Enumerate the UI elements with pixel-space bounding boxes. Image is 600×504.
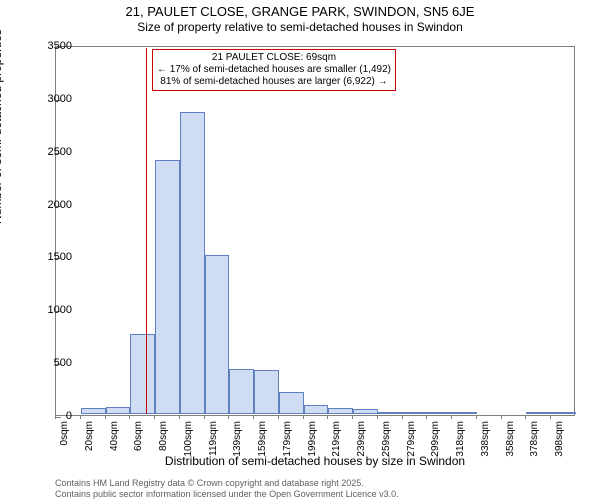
callout-line-2: ← 17% of semi-detached houses are smalle…	[157, 64, 391, 76]
histogram-bar	[229, 369, 254, 414]
histogram-bar	[304, 405, 329, 414]
footer-line-2: Contains public sector information licen…	[55, 489, 399, 500]
y-tick-label: 1000	[32, 304, 72, 316]
callout-box: 21 PAULET CLOSE: 69sqm← 17% of semi-deta…	[152, 49, 396, 91]
y-tick-label: 2500	[32, 146, 72, 158]
histogram-bar	[254, 370, 279, 414]
footer-text: Contains HM Land Registry data © Crown c…	[55, 478, 399, 500]
histogram-bar	[180, 112, 205, 414]
y-tick-label: 0	[32, 410, 72, 422]
y-tick-label: 2000	[32, 199, 72, 211]
chart-container: 21, PAULET CLOSE, GRANGE PARK, SWINDON, …	[0, 4, 600, 504]
histogram-bar	[81, 408, 106, 414]
histogram-bar	[526, 412, 551, 414]
callout-line-1: 21 PAULET CLOSE: 69sqm	[157, 52, 391, 64]
y-tick-label: 3500	[32, 40, 72, 52]
histogram-bar	[551, 412, 576, 414]
footer-line-1: Contains HM Land Registry data © Crown c…	[55, 478, 399, 489]
histogram-bar	[403, 412, 428, 414]
histogram-bar	[427, 412, 452, 414]
chart-area: 21 PAULET CLOSE: 69sqm← 17% of semi-deta…	[55, 46, 575, 416]
histogram-bar	[155, 160, 180, 414]
marker-line	[146, 48, 147, 414]
page-subtitle: Size of property relative to semi-detach…	[0, 20, 600, 34]
histogram-bar	[130, 334, 155, 414]
histogram-bar	[378, 412, 403, 414]
y-tick-label: 3000	[32, 93, 72, 105]
page-title: 21, PAULET CLOSE, GRANGE PARK, SWINDON, …	[0, 4, 600, 19]
y-tick-label: 1500	[32, 251, 72, 263]
y-axis-label: Number of semi-detached properties	[0, 29, 4, 224]
y-tick-label: 500	[32, 357, 72, 369]
plot-area: 21 PAULET CLOSE: 69sqm← 17% of semi-deta…	[55, 46, 575, 416]
histogram-bar	[328, 408, 353, 414]
x-axis-label: Distribution of semi-detached houses by …	[55, 454, 575, 468]
histogram-bar	[279, 392, 304, 414]
histogram-bar	[205, 255, 230, 414]
histogram-bar	[353, 409, 378, 414]
histogram-bar	[452, 412, 477, 414]
histogram-bar	[106, 407, 131, 414]
callout-line-3: 81% of semi-detached houses are larger (…	[157, 76, 391, 88]
